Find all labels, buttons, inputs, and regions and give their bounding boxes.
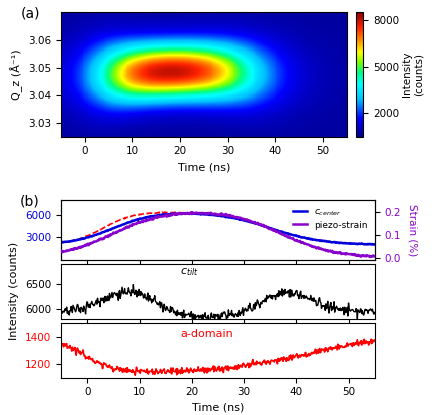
Text: a-domain: a-domain [181,329,233,339]
Y-axis label: Strain (%): Strain (%) [408,204,418,256]
Text: Intensity (counts): Intensity (counts) [9,242,19,339]
Text: (a): (a) [21,6,41,20]
X-axis label: Time (ns): Time (ns) [192,403,244,413]
Legend: $c_{center}$, piezo-strain: $c_{center}$, piezo-strain [291,205,371,232]
X-axis label: Time (ns): Time (ns) [178,162,230,172]
Text: (b): (b) [20,194,40,208]
Y-axis label: Q_z (Å⁻¹): Q_z (Å⁻¹) [10,49,23,100]
Text: $c_{tilt}$: $c_{tilt}$ [181,266,199,278]
Y-axis label: Intensity
(counts): Intensity (counts) [402,52,423,98]
